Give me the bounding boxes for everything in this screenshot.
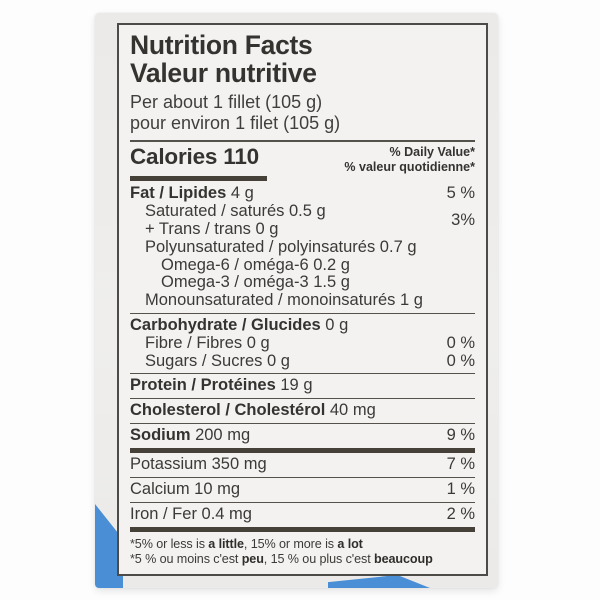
divider	[130, 501, 475, 503]
dv-calcium: 1 %	[446, 480, 475, 499]
dv-saturated-trans: 3%	[451, 211, 475, 230]
footnote-en: *5% or less is a little, 15% or more is …	[130, 536, 363, 551]
row-omega6: Omega-6 / oméga-6 0.2 g	[161, 255, 350, 274]
serving-size-fr: pour environ 1 filet (105 g)	[130, 113, 341, 134]
row-carbohydrate: Carbohydrate / Glucides 0 g	[130, 315, 349, 334]
package-blue-graphic-bottom	[328, 575, 430, 588]
row-fat: Fat / Lipides 4 g 5 %	[130, 184, 475, 203]
divider	[130, 139, 475, 142]
dv-fat: 5 %	[446, 184, 475, 203]
calories-underline-bar	[130, 176, 267, 182]
calories-row: Calories 110 % Daily Value* % valeur quo…	[130, 144, 475, 175]
row-potassium: Potassium 350 mg 7 %	[130, 455, 475, 474]
nutrition-facts-table: Nutrition Facts Valeur nutritive Per abo…	[117, 23, 488, 577]
divider	[130, 398, 475, 400]
divider	[130, 477, 475, 479]
divider	[130, 373, 475, 375]
row-iron: Iron / Fer 0.4 mg 2 %	[130, 504, 475, 523]
dv-sodium: 9 %	[446, 425, 475, 444]
calories-amount: 110	[223, 143, 259, 169]
nft-title-fr: Valeur nutritive	[130, 58, 317, 89]
package-back-panel: Nutrition Facts Valeur nutritive Per abo…	[95, 13, 498, 588]
row-polyunsaturated: Polyunsaturated / polyinsaturés 0.7 g	[145, 237, 417, 256]
row-omega3: Omega-3 / oméga-3 1.5 g	[161, 273, 350, 292]
row-saturated-trans: Saturated / saturés 0.5 g + Trans / tran…	[130, 202, 475, 239]
nft-title-en: Nutrition Facts	[130, 30, 313, 60]
footnote-fr: *5 % ou moins c'est peu, 15 % ou plus c'…	[130, 551, 433, 566]
dv-iron: 2 %	[446, 504, 475, 523]
thick-divider	[130, 448, 475, 453]
calories-label: Calories	[130, 143, 218, 169]
daily-value-header: % Daily Value* % valeur quotidienne*	[344, 144, 475, 175]
thick-divider	[130, 527, 475, 532]
dv-potassium: 7 %	[446, 455, 475, 474]
footnote: *5% or less is a little, 15% or more is …	[130, 537, 475, 568]
daily-value-header-fr: % valeur quotidienne*	[344, 159, 475, 174]
dv-sugars: 0 %	[446, 351, 475, 370]
divider	[130, 312, 475, 314]
row-monounsaturated: Monounsaturated / monoinsaturés 1 g	[145, 291, 423, 310]
divider	[130, 422, 475, 424]
row-saturated: Saturated / saturés 0.5 g	[145, 202, 326, 221]
serving-size-en: Per about 1 fillet (105 g)	[130, 91, 323, 112]
daily-value-header-en: % Daily Value*	[389, 144, 475, 159]
row-protein: Protein / Protéines 19 g	[130, 376, 313, 395]
row-cholesterol: Cholesterol / Cholestérol 40 mg	[130, 401, 376, 420]
row-calcium: Calcium 10 mg 1 %	[130, 480, 475, 499]
calories-value: Calories 110	[130, 144, 259, 170]
row-sodium: Sodium 200 mg 9 %	[130, 425, 475, 444]
dv-fibre: 0 %	[446, 333, 475, 352]
row-fibre: Fibre / Fibres 0 g 0 %	[145, 333, 475, 352]
row-trans: + Trans / trans 0 g	[145, 219, 279, 238]
row-sugars: Sugars / Sucres 0 g 0 %	[145, 351, 475, 370]
